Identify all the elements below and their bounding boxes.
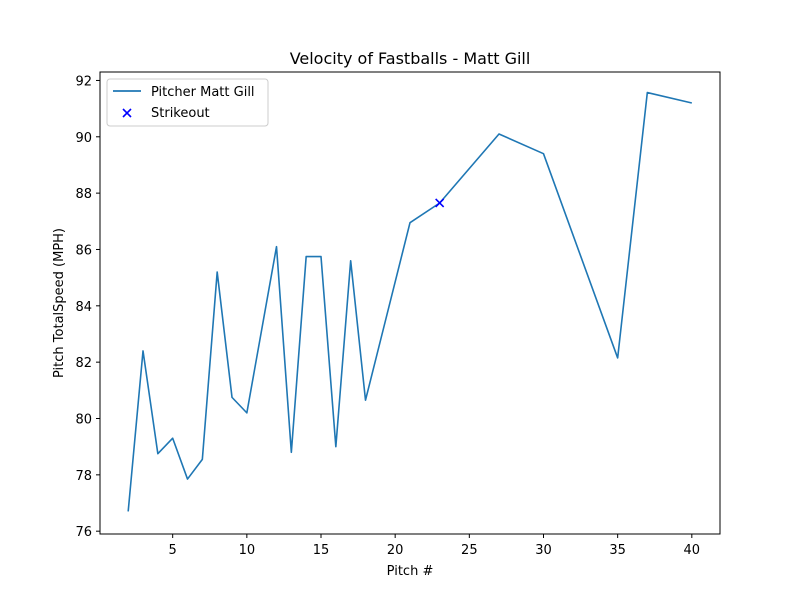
legend-label: Pitcher Matt Gill (151, 85, 255, 100)
x-tick-label: 10 (239, 543, 256, 558)
y-tick-label: 86 (75, 243, 92, 258)
strikeout-marker (435, 198, 445, 208)
plot-background (100, 72, 720, 534)
y-tick-label: 78 (75, 469, 92, 484)
x-tick-label: 5 (169, 543, 177, 558)
chart-title: Velocity of Fastballs - Matt Gill (290, 49, 531, 68)
marker-stroke (435, 198, 445, 208)
legend: Pitcher Matt Gill Strikeout (106, 78, 269, 127)
x-tick-label: 25 (461, 543, 478, 558)
x-axis-label: Pitch # (387, 564, 434, 579)
y-tick-label: 80 (75, 413, 92, 428)
plot-area (100, 72, 720, 534)
legend-box (106, 78, 269, 127)
series-layer (127, 91, 693, 512)
y-tick-label: 82 (75, 356, 92, 371)
legend-item: Pitcher Matt Gill (113, 85, 255, 100)
y-tick-label: 84 (75, 300, 92, 315)
legend-item: Strikeout (122, 106, 210, 121)
series-line-pitcher-matt-gill (127, 91, 693, 512)
x-tick-label: 20 (387, 543, 404, 558)
x-tick-label: 40 (684, 543, 701, 558)
y-tick-label: 90 (75, 131, 92, 146)
x-tick-label: 35 (609, 543, 626, 558)
y-tick-label: 88 (75, 187, 92, 202)
legend-swatch-x (122, 108, 132, 118)
y-axis-label: Pitch TotalSpeed (MPH) (52, 228, 67, 378)
legend-label: Strikeout (151, 106, 210, 121)
axes-frame (99, 71, 721, 535)
axes-layer: 5 10 15 20 25 30 35 40 76 78 80 82 84 86 88 90 92 (75, 71, 721, 558)
y-tick-label: 92 (75, 74, 92, 89)
x-tick-label: 30 (535, 543, 552, 558)
x-tick-label: 15 (313, 543, 330, 558)
y-tick-label: 76 (75, 525, 92, 540)
